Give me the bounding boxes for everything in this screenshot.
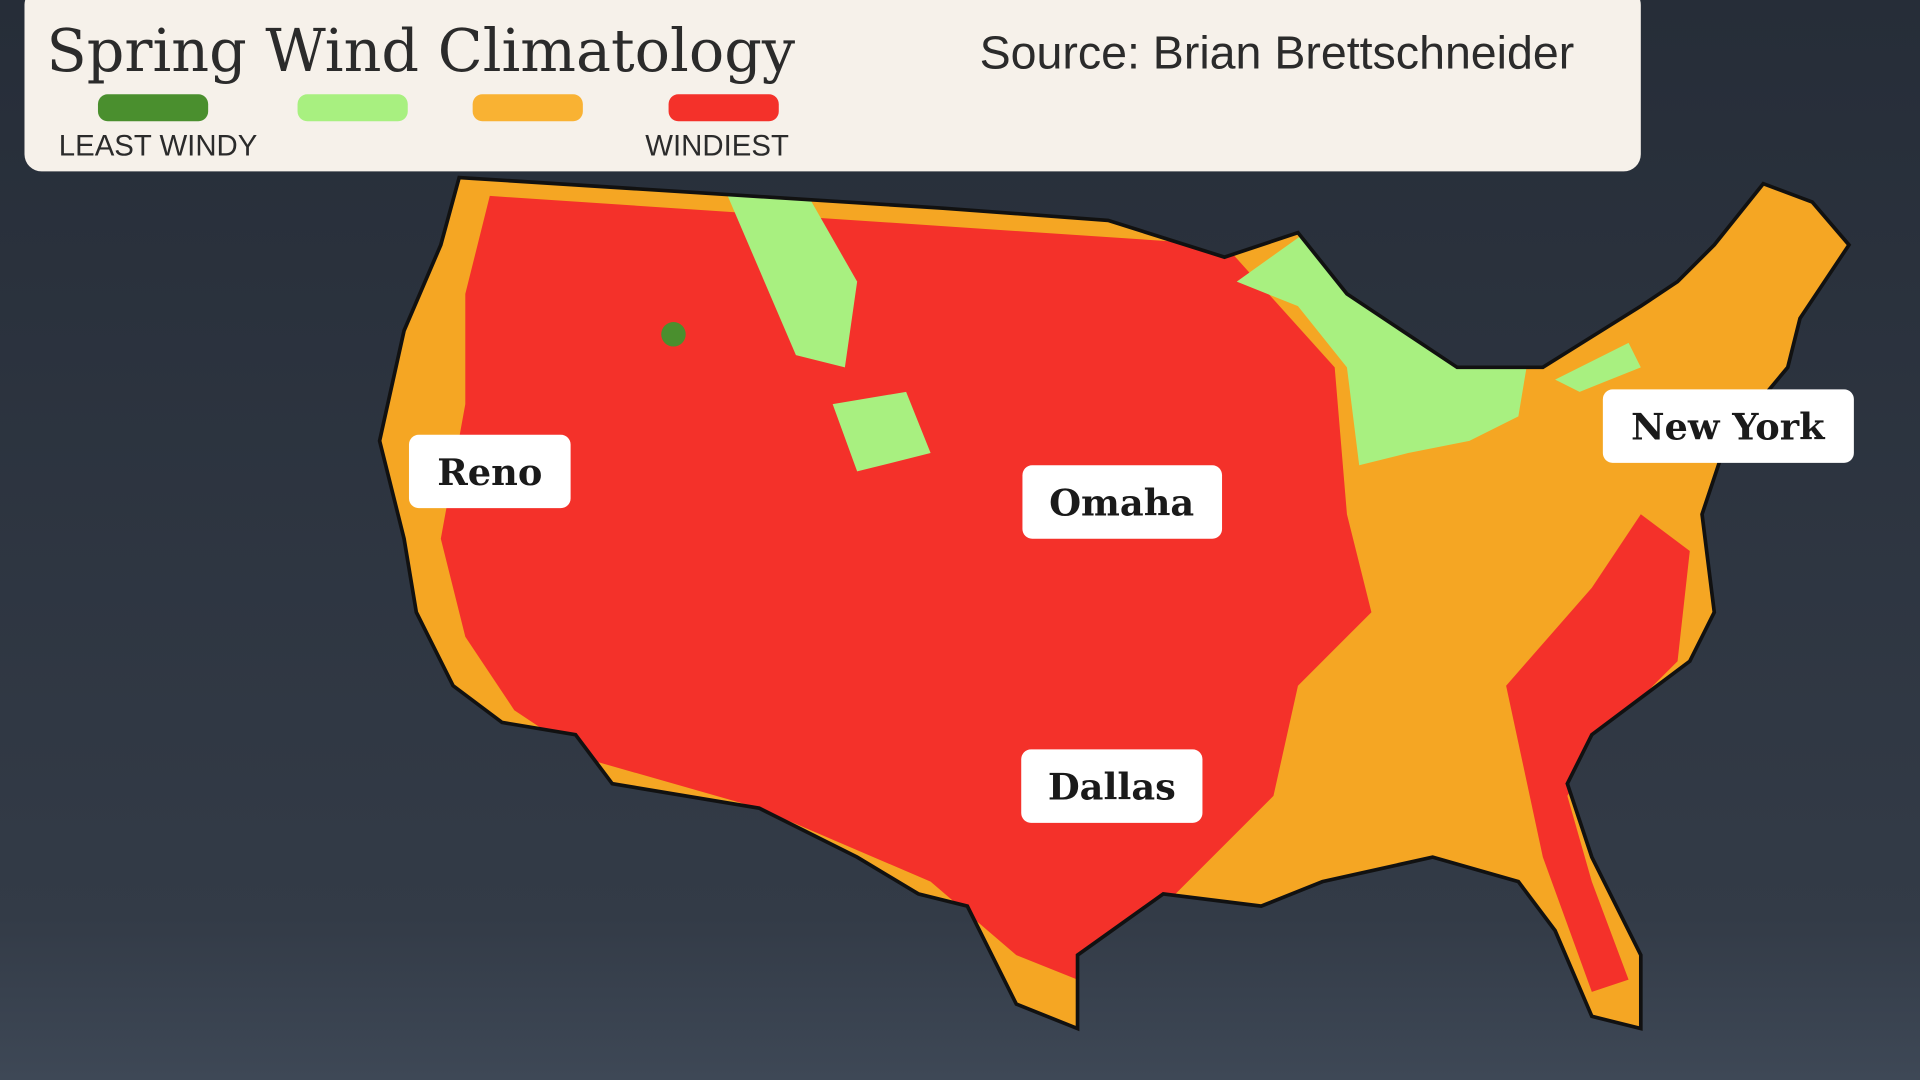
city-label: Reno <box>408 434 571 509</box>
city-label: Dallas <box>1021 749 1203 823</box>
city-box <box>1602 389 1854 463</box>
city-name: Omaha <box>1049 482 1194 525</box>
great-lakes <box>1555 342 1641 392</box>
region-dark-green <box>661 322 686 347</box>
us-outline <box>377 175 1852 1032</box>
legend-label: LEAST WINDY <box>59 130 258 163</box>
city-box <box>1022 465 1223 539</box>
city-label: Omaha <box>1022 465 1223 539</box>
legend-swatch <box>668 94 779 122</box>
title: Spring Wind Climatology <box>47 16 796 85</box>
legend-swatch <box>97 94 209 122</box>
region-green <box>832 391 931 472</box>
header-panel <box>24 0 1641 172</box>
city-name: Dallas <box>1048 766 1176 809</box>
city-label: New York <box>1602 389 1854 463</box>
city-name: New York <box>1631 406 1826 449</box>
city-box <box>408 434 571 509</box>
legend-swatch <box>472 94 583 122</box>
legend-label: WINDIEST <box>645 130 789 163</box>
region-green <box>722 183 858 368</box>
region-red-east <box>1506 514 1690 992</box>
city-name: Reno <box>437 451 542 494</box>
city-box <box>1021 749 1203 823</box>
great-lakes <box>1236 220 1531 466</box>
legend-swatch <box>297 94 408 122</box>
source: Source: Brian Brettschneider <box>980 27 1575 79</box>
